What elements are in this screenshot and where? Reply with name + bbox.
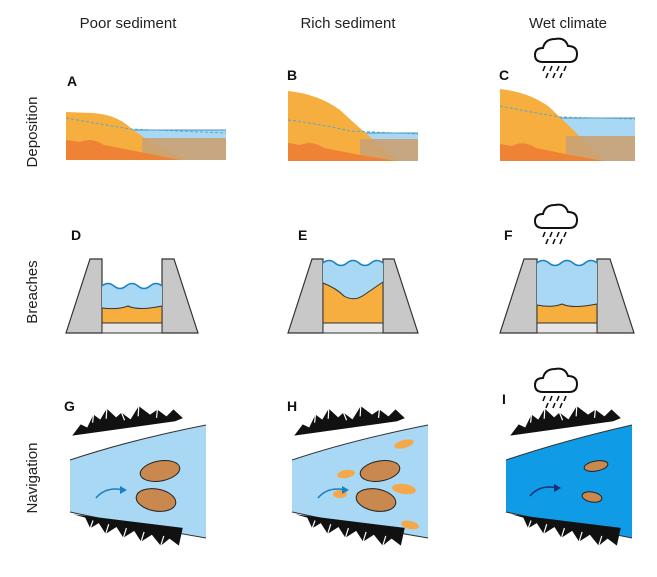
rain-cloud-icon xyxy=(534,203,578,245)
breach-panel-poor xyxy=(65,258,199,334)
deposition-panel-poor xyxy=(65,112,227,160)
row-title-breaches: Breaches xyxy=(24,260,41,323)
dam-right-abutment xyxy=(596,258,635,334)
breach-sediment xyxy=(322,281,384,324)
panel-label-g: G xyxy=(64,398,75,414)
mountain-icon xyxy=(290,397,406,437)
column-title-wet-climate: Wet climate xyxy=(529,15,607,32)
sediment-bar xyxy=(401,520,419,530)
column-title-poor-sediment: Poor sediment xyxy=(80,15,178,32)
fine-sediment-overlap xyxy=(142,138,226,160)
navigation-panel-rich xyxy=(290,397,429,549)
panel-label-c: C xyxy=(499,67,509,83)
fine-sediment-overlap xyxy=(360,139,418,161)
river-channel xyxy=(70,425,206,538)
sediment-bar xyxy=(337,469,355,479)
sand-island xyxy=(581,491,603,503)
river-channel xyxy=(292,425,428,538)
coarse-sediment-layer xyxy=(500,143,604,161)
sand-island xyxy=(583,460,609,472)
coarse-sediment-layer xyxy=(66,140,180,160)
panel-label-i: I xyxy=(502,391,506,407)
dam-right-abutment xyxy=(161,258,199,334)
breach-sediment xyxy=(101,305,163,324)
deposition-panel-wet xyxy=(499,37,636,161)
dam-left-abutment xyxy=(499,258,538,334)
river-channel xyxy=(506,425,632,538)
breach-floor xyxy=(101,322,163,334)
rain-cloud-icon xyxy=(534,367,578,409)
breach-floor xyxy=(322,322,384,334)
breach-panel-rich xyxy=(287,258,419,334)
sediment-bar xyxy=(394,439,414,449)
navigation-panel-poor xyxy=(68,397,207,549)
panel-label-h: H xyxy=(287,398,297,414)
rain-cloud-icon xyxy=(534,37,578,79)
sand-island xyxy=(135,488,177,512)
sand-island xyxy=(359,460,401,482)
panel-label-b: B xyxy=(287,67,297,83)
dam-right-abutment xyxy=(382,258,419,334)
sand-island xyxy=(355,488,397,512)
breach-floor xyxy=(536,322,598,334)
panel-label-f: F xyxy=(504,227,513,243)
mountain-icon xyxy=(68,397,184,437)
navigation-panel-wet xyxy=(505,367,633,549)
panel-label-e: E xyxy=(298,227,307,243)
dam-left-abutment xyxy=(65,258,103,334)
dam-left-abutment xyxy=(287,258,324,334)
row-title-deposition: Deposition xyxy=(24,97,41,168)
coarse-sediment-layer xyxy=(288,143,396,161)
sediment-bar xyxy=(392,483,416,495)
column-title-rich-sediment: Rich sediment xyxy=(300,15,396,32)
mountain-icon xyxy=(506,397,622,437)
panel-label-d: D xyxy=(71,227,81,243)
panel-label-a: A xyxy=(67,73,77,89)
breach-panel-wet xyxy=(499,203,635,334)
sand-island xyxy=(139,460,181,482)
breach-sediment xyxy=(536,303,598,324)
deposition-panel-rich xyxy=(287,91,419,161)
row-title-navigation: Navigation xyxy=(24,443,41,514)
